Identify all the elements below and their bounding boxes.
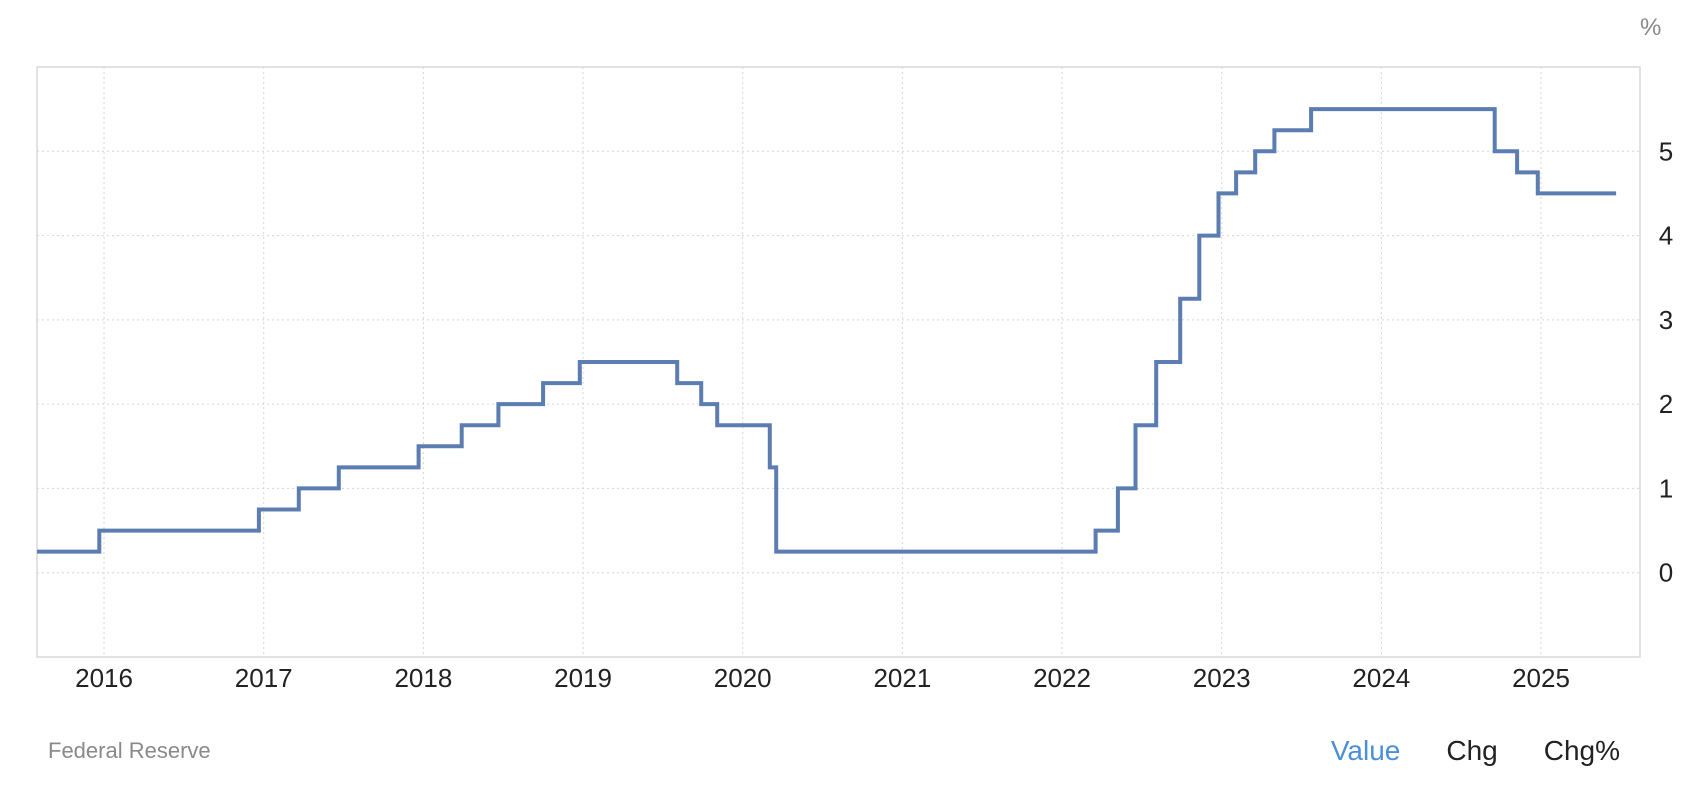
x-tick-label: 2018 xyxy=(394,663,452,693)
y-tick-label: 1 xyxy=(1659,473,1673,503)
x-tick-label: 2021 xyxy=(873,663,931,693)
y-tick-label: 0 xyxy=(1659,558,1673,588)
x-tick-label: 2023 xyxy=(1193,663,1251,693)
x-axis-ticks: 2016 2017 2018 2019 2020 2021 2022 2023 2024 2025 xyxy=(75,663,1570,693)
source-label: Federal Reserve xyxy=(48,738,211,763)
view-tabs: Value Chg Chg% xyxy=(1285,735,1620,767)
x-tick-label: 2017 xyxy=(235,663,293,693)
tab-chg-percent[interactable]: Chg% xyxy=(1543,735,1620,766)
y-tick-label: 2 xyxy=(1659,389,1673,419)
chart-grid xyxy=(37,67,1640,657)
tab-chg[interactable]: Chg xyxy=(1446,735,1498,766)
series-line xyxy=(37,107,1617,554)
tab-value[interactable]: Value xyxy=(1330,735,1401,766)
x-tick-label: 2016 xyxy=(75,663,133,693)
x-tick-label: 2020 xyxy=(714,663,772,693)
x-tick-label: 2019 xyxy=(554,663,612,693)
plot-frame xyxy=(36,66,1641,658)
x-tick-label: 2025 xyxy=(1512,663,1570,693)
y-axis-ticks: 0 1 2 3 4 5 xyxy=(1659,136,1673,587)
x-tick-label: 2024 xyxy=(1352,663,1410,693)
x-tick-label: 2022 xyxy=(1033,663,1091,693)
y-tick-label: 5 xyxy=(1659,136,1673,166)
y-tick-label: 3 xyxy=(1659,305,1673,335)
unit-label: % xyxy=(1640,14,1662,41)
y-tick-label: 4 xyxy=(1659,221,1673,251)
